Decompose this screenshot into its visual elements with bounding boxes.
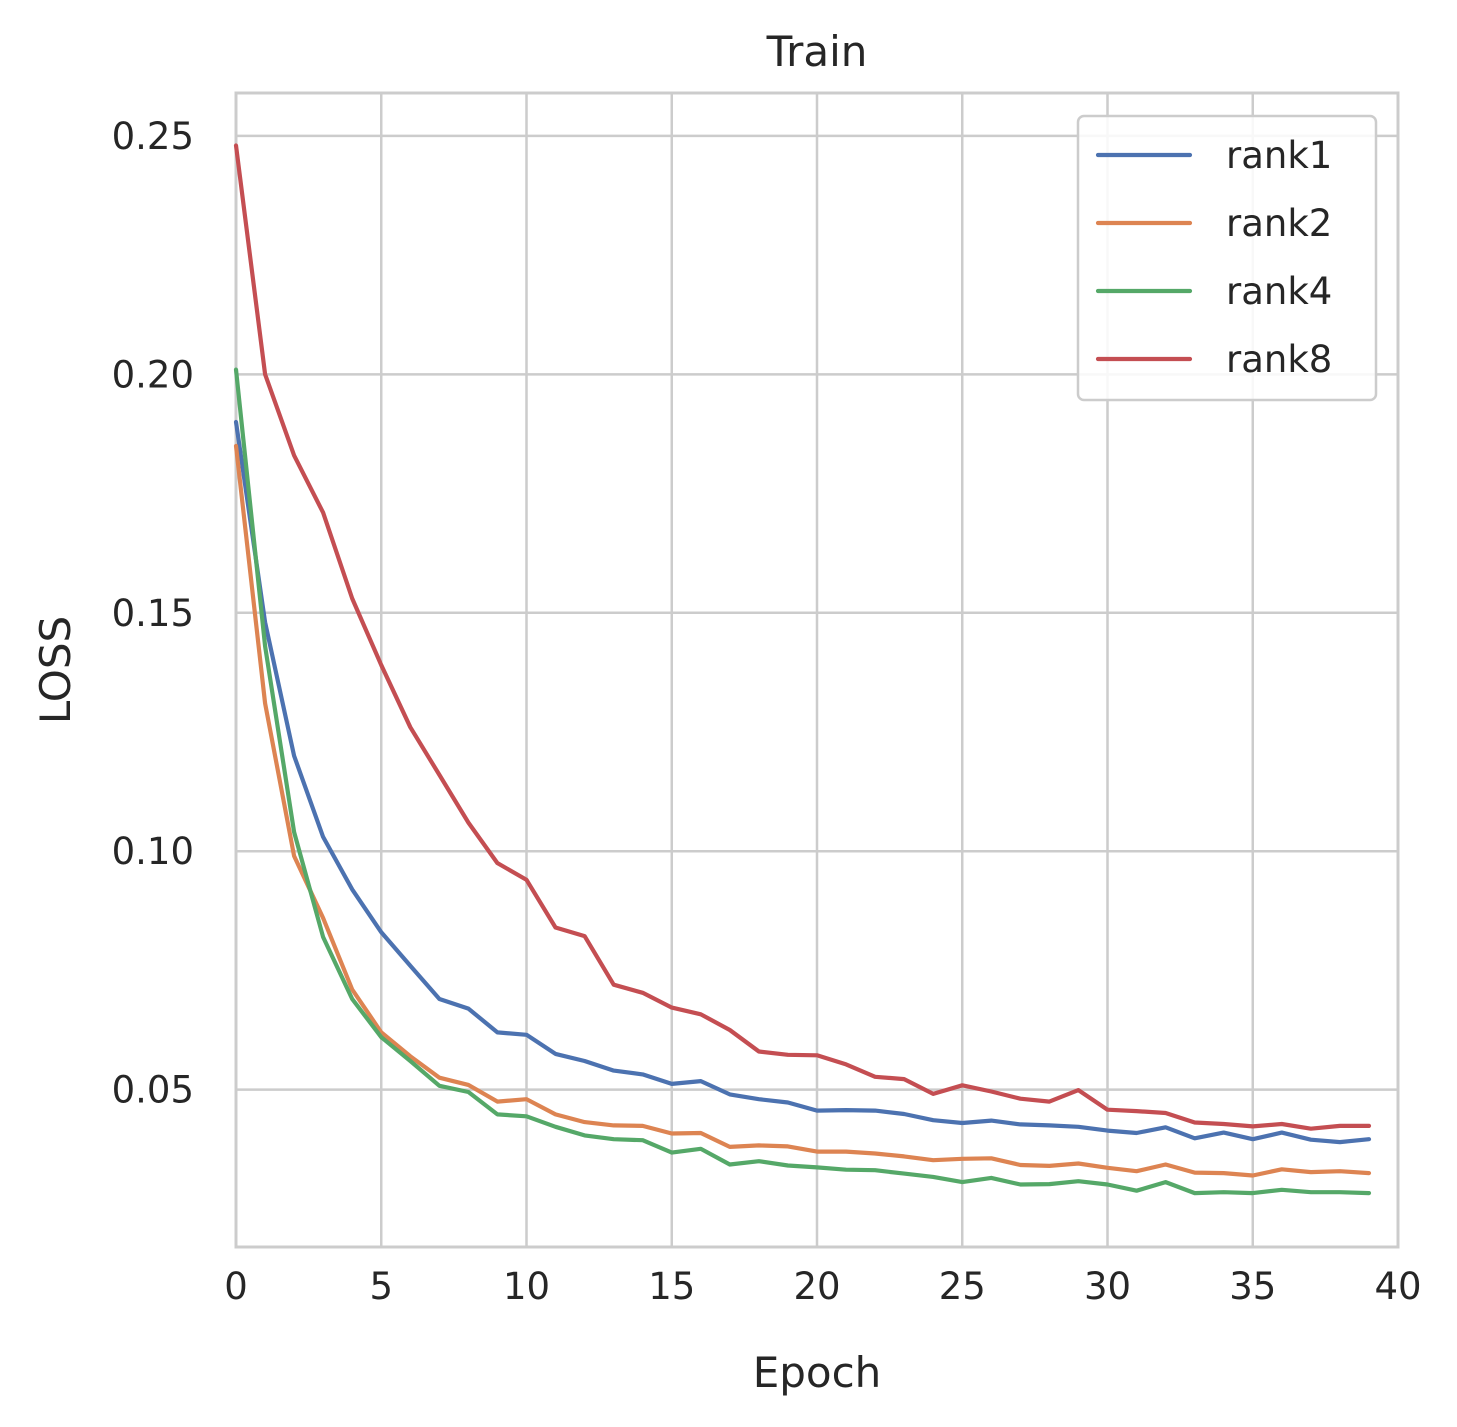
legend-label-rank4: rank4 bbox=[1226, 270, 1332, 313]
legend: rank1 rank2 rank4 rank8 bbox=[1076, 114, 1378, 402]
series-line-rank8 bbox=[233, 143, 1372, 1131]
series-lines bbox=[233, 143, 1372, 1196]
y-tick-label: 0.15 bbox=[112, 592, 194, 635]
legend-label-rank2: rank2 bbox=[1226, 202, 1332, 245]
chart-title: Train bbox=[766, 27, 868, 76]
series-line-rank1 bbox=[233, 419, 1372, 1145]
series-line-rank4 bbox=[233, 367, 1372, 1196]
x-tick-label: 35 bbox=[1229, 1265, 1276, 1308]
y-axis-label: LOSS bbox=[31, 616, 80, 724]
legend-label-rank8: rank8 bbox=[1226, 338, 1332, 381]
legend-box bbox=[1076, 114, 1378, 402]
x-tick-label: 0 bbox=[224, 1265, 248, 1308]
x-tick-label: 30 bbox=[1084, 1265, 1131, 1308]
plot-frame bbox=[234, 91, 1400, 1249]
tick-labels: 0 5 10 15 20 25 30 35 40 0.05 0.10 0.15 0.20 0.25 bbox=[112, 115, 1422, 1308]
series-line-rank2 bbox=[233, 443, 1372, 1178]
y-tick-label: 0.20 bbox=[112, 353, 194, 396]
x-tick-label: 40 bbox=[1374, 1265, 1421, 1308]
x-tick-label: 20 bbox=[793, 1265, 840, 1308]
x-tick-label: 10 bbox=[503, 1265, 550, 1308]
y-tick-label: 0.25 bbox=[112, 115, 194, 158]
x-tick-label: 5 bbox=[369, 1265, 393, 1308]
x-axis-label: Epoch bbox=[753, 1348, 882, 1397]
x-tick-label: 15 bbox=[648, 1265, 695, 1308]
y-tick-label: 0.10 bbox=[112, 830, 194, 873]
legend-label-rank1: rank1 bbox=[1226, 134, 1332, 177]
x-tick-label: 25 bbox=[939, 1265, 986, 1308]
y-tick-label: 0.05 bbox=[112, 1069, 194, 1112]
